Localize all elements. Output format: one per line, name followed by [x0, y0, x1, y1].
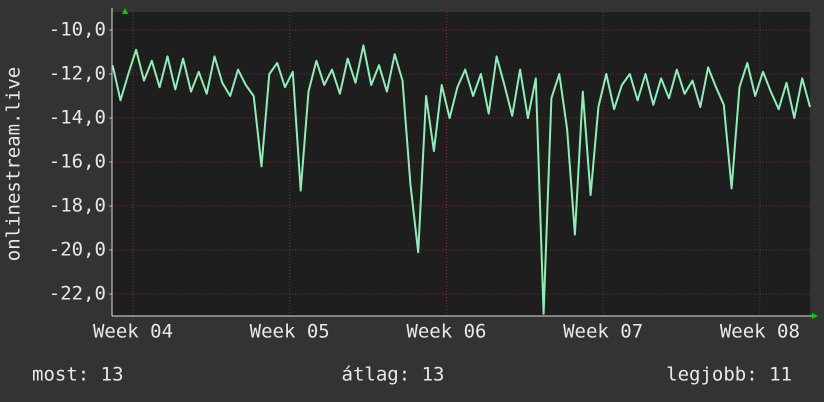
x-tick-label: Week 04: [93, 321, 173, 343]
y-axis-label: onlinestream.live: [3, 67, 25, 261]
x-tick-label: Week 08: [720, 321, 800, 343]
x-axis-arrow: [812, 313, 818, 319]
y-tick-label: -18,0: [49, 195, 106, 217]
y-tick-label: -22,0: [49, 283, 106, 305]
y-tick-label: -16,0: [49, 151, 106, 173]
y-tick-label: -20,0: [49, 239, 106, 261]
footer-best: legjobb: 11: [666, 364, 792, 386]
x-tick-label: Week 05: [250, 321, 330, 343]
footer-average: átlag: 13: [342, 364, 445, 386]
data-line: [111, 44, 811, 315]
y-axis-arrow: [122, 8, 128, 14]
footer-current: most: 13: [32, 364, 124, 386]
y-tick-label: -14,0: [49, 107, 106, 129]
y-tick-label: -10,0: [49, 19, 106, 41]
y-tick-label: -12,0: [49, 63, 106, 85]
plot-area: [112, 12, 810, 316]
x-tick-label: Week 07: [563, 321, 643, 343]
x-tick-label: Week 06: [406, 321, 486, 343]
